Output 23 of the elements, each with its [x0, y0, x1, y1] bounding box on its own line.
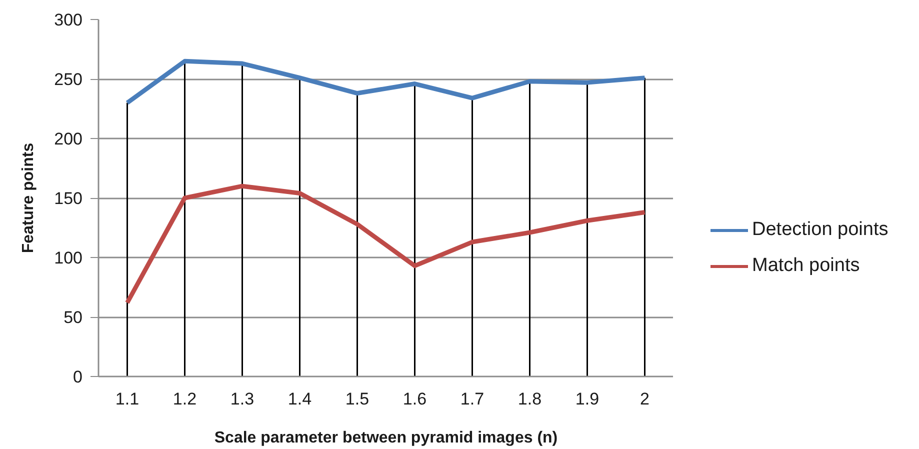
y-tick-label: 0: [73, 368, 83, 386]
x-tick-label: 1.5: [345, 390, 370, 408]
legend-label: Match points: [752, 255, 860, 277]
y-tick-label: 50: [64, 308, 83, 327]
x-tick-label: 1.9: [575, 390, 600, 408]
y-tick-label: 200: [54, 130, 83, 148]
line-series: [125, 184, 647, 305]
x-tick-label: 1.8: [518, 390, 542, 408]
x-tick-label: 1.6: [402, 390, 427, 408]
x-tick-label: 2: [640, 390, 650, 408]
y-tick-label: 300: [54, 10, 83, 30]
x-tick-label: 1.7: [460, 390, 484, 408]
x-tick-label: 1.4: [288, 390, 312, 408]
x-tick-label: 1.3: [230, 390, 254, 408]
y-tick-label: 250: [54, 70, 83, 89]
y-tick-label: 150: [54, 189, 83, 208]
x-tick-label: 1.1: [115, 390, 140, 408]
y-tick-label: 100: [54, 248, 83, 268]
line-series: [125, 58, 647, 106]
x-tick-label: 1.2: [172, 390, 197, 408]
legend-label: Detection points: [752, 219, 888, 241]
x-axis-title: Scale parameter between pyramid images (n): [214, 430, 558, 446]
y-axis-title: Feature points: [20, 142, 38, 254]
